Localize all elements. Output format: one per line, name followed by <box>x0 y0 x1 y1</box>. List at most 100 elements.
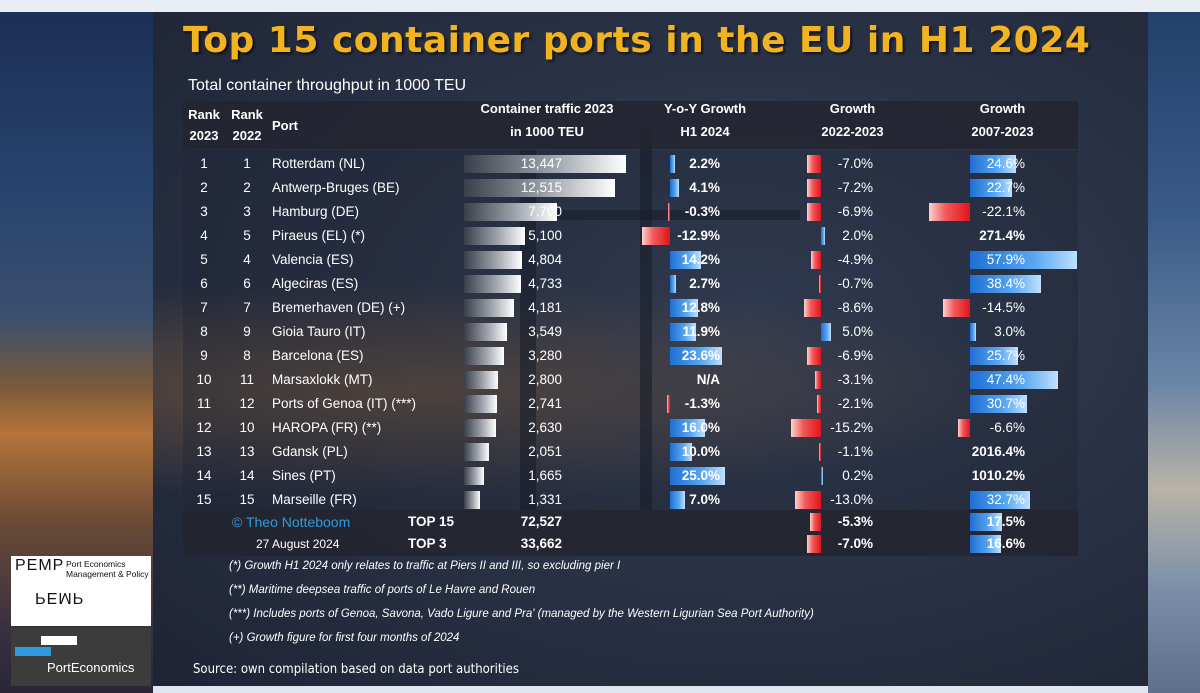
pemp-logo-subtitle-line1: Port Economics <box>66 559 126 569</box>
growth-2007-2023-value: 24.6% <box>986 156 1025 171</box>
port-economics-logo-text: PortEconomics <box>47 660 135 675</box>
total-traffic-value: 72,527 <box>520 514 562 529</box>
footnote: (*) Growth H1 2024 only relates to traff… <box>229 560 621 572</box>
growth-2007-2023-value: 57.9% <box>986 252 1025 267</box>
growth-2022-2023-value: -4.9% <box>837 252 873 267</box>
growth-2022-2023-bar <box>795 491 821 509</box>
growth-2022-2023-bar <box>807 155 821 173</box>
growth-2022-2023-bar <box>810 513 821 531</box>
totals-band <box>183 510 1078 556</box>
footnote: (***) Includes ports of Genoa, Savona, V… <box>229 608 814 620</box>
port-name: Gioia Tauro (IT) <box>272 324 366 339</box>
traffic-value: 2,741 <box>528 396 562 411</box>
growth-2007-2023-bar <box>943 299 970 317</box>
rank-2022: 4 <box>243 252 251 267</box>
growth-2007-2023-bar <box>970 275 1042 293</box>
traffic-bar <box>464 227 525 245</box>
rank-2022: 12 <box>239 396 255 411</box>
header-traffic-line1: Container traffic 2023 <box>480 101 614 116</box>
yoy-growth-value: 7.0% <box>689 492 720 507</box>
traffic-bar <box>464 275 521 293</box>
growth-2007-2023-value: 271.4% <box>979 228 1025 243</box>
rank-2022: 11 <box>239 372 254 387</box>
rank-2022: 6 <box>243 276 251 291</box>
growth-2022-2023-bar <box>807 347 821 365</box>
traffic-value: 5,100 <box>528 228 562 243</box>
copyright: © Theo Notteboom <box>232 514 351 530</box>
traffic-bar <box>464 299 514 317</box>
yoy-growth-bar <box>670 299 699 317</box>
yoy-growth-value: 11.9% <box>682 324 720 339</box>
port-name: HAROPA (FR) (**) <box>272 420 382 435</box>
traffic-value: 2,630 <box>528 420 562 435</box>
growth-2022-2023-bar <box>806 179 821 197</box>
header-rank-2023: Rank 2023 <box>183 104 225 146</box>
growth-2022-2023-bar <box>811 251 821 269</box>
traffic-value: 4,804 <box>528 252 562 267</box>
traffic-bar <box>464 155 626 173</box>
yoy-growth-value: N/A <box>696 372 720 387</box>
rank-2022: 9 <box>243 324 251 339</box>
yoy-growth-bar <box>670 467 725 485</box>
port-name: Hamburg (DE) <box>272 204 360 219</box>
yoy-growth-value: -12.9% <box>677 228 720 243</box>
growth-2022-2023-value: 2.0% <box>842 228 873 243</box>
yoy-growth-value: 14.2% <box>681 252 720 267</box>
background-port-scene-right <box>1148 12 1200 693</box>
growth-2022-2023-bar <box>819 275 821 293</box>
growth-2022-2023-value: -15.2% <box>830 420 873 435</box>
port-name: Ports of Genoa (IT) (***) <box>272 396 417 411</box>
rank-2022: 14 <box>239 468 255 483</box>
growth-2022-2023-bar <box>816 395 821 413</box>
traffic-value: 3,549 <box>528 324 562 339</box>
rank-2023: 5 <box>200 252 208 267</box>
yoy-growth-value: 2.7% <box>689 276 720 291</box>
growth-2007-2023-bar <box>970 323 976 341</box>
yoy-growth-bar <box>670 323 697 341</box>
header-growth-2022-2023-line2: 2022-2023 <box>821 124 884 139</box>
header-yoy-line2: H1 2024 <box>680 124 730 139</box>
yoy-growth-value: -1.3% <box>684 396 720 411</box>
traffic-value: 2,051 <box>528 444 562 459</box>
growth-2007-2023-value: 3.0% <box>994 324 1025 339</box>
chart-subtitle: Total container throughput in 1000 TEU <box>188 77 467 94</box>
rank-2023: 1 <box>200 156 208 171</box>
footnote: (**) Maritime deepsea traffic of ports o… <box>229 584 536 596</box>
yoy-growth-value: 25.0% <box>681 468 720 483</box>
pemp-logo-mirrored-text: PEMP <box>35 589 85 606</box>
traffic-bar <box>464 467 484 485</box>
growth-2022-2023-value: -13.0% <box>830 492 873 507</box>
growth-2007-2023-bar <box>970 155 1016 173</box>
growth-2007-2023-bar <box>970 347 1018 365</box>
footnote: (+) Growth figure for first four months … <box>229 632 460 644</box>
growth-2007-2023-bar <box>970 371 1058 389</box>
traffic-bar <box>464 491 480 509</box>
port-economics-logo: PortEconomics <box>11 628 151 686</box>
port-name: Sines (PT) <box>272 468 336 483</box>
growth-2022-2023-bar <box>821 323 831 341</box>
header-rank-2023-line2: 2023 <box>189 128 219 143</box>
rank-2023: 8 <box>200 324 208 339</box>
traffic-bar <box>464 203 557 221</box>
publication-date: 27 August 2024 <box>256 537 340 551</box>
port-name: Marseille (FR) <box>272 492 357 507</box>
yoy-growth-bar <box>641 227 670 245</box>
total-label: TOP 3 <box>408 536 447 551</box>
growth-2022-2023-bar <box>803 299 821 317</box>
header-rank-2022-line1: Rank <box>231 107 263 122</box>
source-note: Source: own compilation based on data po… <box>193 662 519 677</box>
background-crane-boom <box>470 210 800 220</box>
growth-2007-2023-bar <box>929 203 970 221</box>
rank-2022: 2 <box>243 180 251 195</box>
rank-2023: 3 <box>200 204 208 219</box>
rank-2022: 8 <box>243 348 251 363</box>
rank-2022: 3 <box>243 204 251 219</box>
pemp-logo: PEMP PEMP Port Economics Management & Po… <box>11 556 151 626</box>
growth-2007-2023-bar <box>970 179 1012 197</box>
header-yoy-line1: Y-o-Y Growth <box>663 101 747 116</box>
yoy-growth-value: 16.0% <box>681 420 720 435</box>
table-body <box>183 150 1078 510</box>
growth-2022-2023-value: 5.0% <box>842 324 873 339</box>
port-name: Piraeus (EL) (*) <box>272 228 366 243</box>
header-growth-2007-2023: Growth 2007-2023 <box>935 98 1070 142</box>
